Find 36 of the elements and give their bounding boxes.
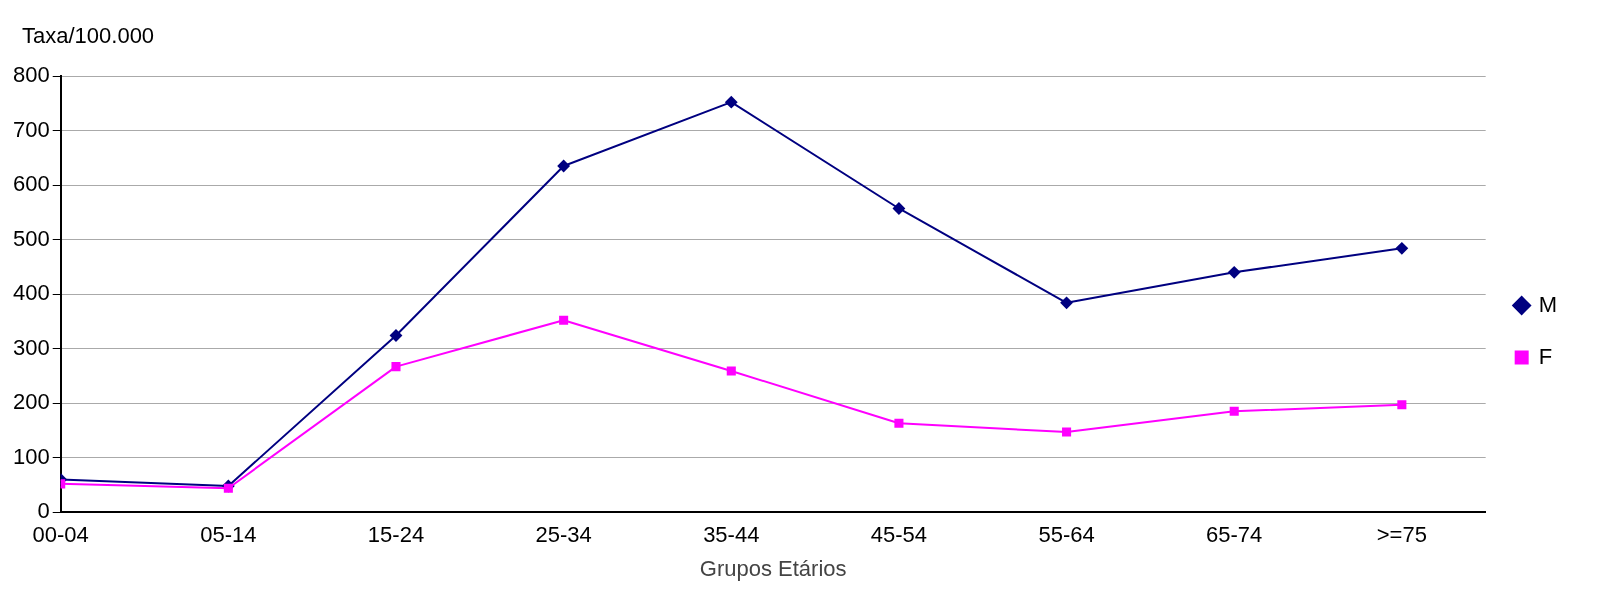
y-tick-label: 700 <box>12 116 50 142</box>
x-tick-label: 15-24 <box>367 522 425 548</box>
x-tick-label: 35-44 <box>703 522 760 548</box>
y-tick-label: 600 <box>12 171 50 197</box>
x-tick-label: 00-04 <box>32 522 89 548</box>
y-tick-label: 400 <box>12 280 50 306</box>
point <box>725 96 738 109</box>
x-axis-title: Grupos Etários <box>699 555 847 581</box>
y-tick-label: 800 <box>12 62 50 88</box>
x-tick-label: 25-34 <box>535 522 592 548</box>
point <box>892 202 905 215</box>
x-tick-label: 55-64 <box>1038 522 1095 548</box>
point <box>557 159 570 172</box>
point <box>1228 266 1241 279</box>
y-tick-label: 0 <box>37 498 50 524</box>
point <box>389 329 402 342</box>
x-tick-label: >=75 <box>1376 522 1427 548</box>
y-tick-label: 100 <box>12 443 50 469</box>
x-tick-label: 45-54 <box>870 522 928 548</box>
legend-label: F <box>1538 343 1553 369</box>
point <box>1060 296 1073 309</box>
point <box>391 362 401 372</box>
legend-label: M <box>1538 291 1557 317</box>
point <box>894 418 904 428</box>
y-tick-label: 200 <box>12 389 50 415</box>
y-tick-label: 500 <box>12 225 50 251</box>
y-axis-title: Taxa/100.000 <box>22 23 155 49</box>
point <box>1229 406 1239 416</box>
y-tick-label: 300 <box>12 334 50 360</box>
point <box>726 366 736 376</box>
point <box>1395 242 1408 255</box>
x-tick-label: 65-74 <box>1206 522 1263 548</box>
point <box>559 315 569 325</box>
point <box>1397 400 1407 410</box>
x-tick-label: 05-14 <box>200 522 257 548</box>
point <box>1062 427 1072 437</box>
